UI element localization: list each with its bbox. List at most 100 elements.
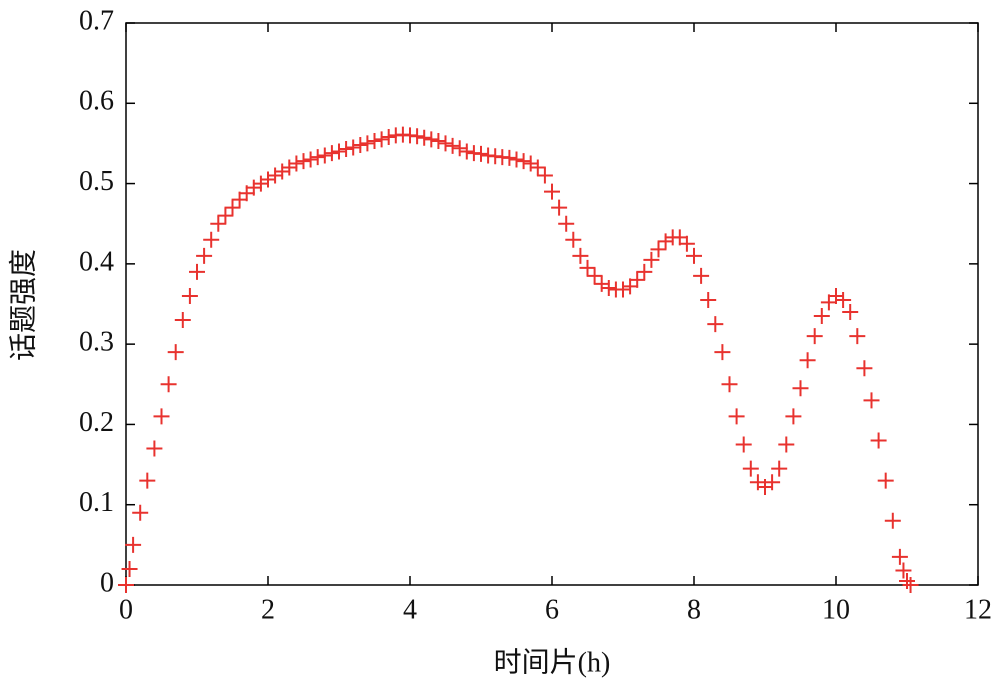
marker: [522, 155, 539, 172]
marker: [174, 312, 191, 329]
marker: [714, 344, 731, 361]
y-tick-label: 0.6: [79, 86, 114, 117]
marker: [437, 135, 454, 152]
marker: [380, 129, 397, 146]
y-tick-label: 0.5: [79, 166, 114, 197]
marker: [529, 159, 546, 176]
marker: [473, 145, 489, 162]
y-tick-label: 0.7: [79, 5, 114, 36]
x-tick-label: 6: [545, 594, 559, 625]
marker: [121, 560, 138, 577]
marker: [820, 294, 837, 311]
marker: [309, 149, 326, 166]
marker: [636, 263, 653, 280]
y-tick-label: 0.1: [79, 487, 114, 518]
marker: [316, 147, 333, 164]
plot-frame: [125, 22, 979, 586]
marker: [409, 128, 426, 145]
marker: [423, 131, 440, 148]
marker: [245, 179, 262, 196]
marker: [430, 133, 447, 150]
marker: [742, 460, 759, 477]
marker: [288, 155, 305, 172]
marker: [707, 316, 724, 333]
marker: [884, 512, 901, 529]
marker: [345, 139, 362, 156]
marker: [515, 153, 532, 170]
marker: [600, 279, 617, 296]
y-axis-label: 话题强度: [7, 249, 39, 361]
marker: [849, 328, 866, 345]
marker: [813, 308, 830, 325]
y-tick-label: 0.3: [79, 327, 114, 358]
marker: [792, 380, 809, 397]
marker: [416, 129, 433, 146]
y-tick-label: 0: [100, 567, 114, 598]
marker: [373, 131, 390, 148]
marker: [181, 287, 198, 304]
marker: [210, 215, 227, 232]
marker: [657, 233, 674, 250]
marker: [615, 281, 631, 298]
marker: [224, 199, 241, 216]
marker: [281, 159, 298, 176]
marker: [902, 577, 919, 593]
marker: [572, 247, 589, 264]
marker: [323, 145, 340, 162]
marker: [366, 133, 383, 150]
marker: [735, 436, 752, 453]
marker: [544, 183, 560, 200]
marker: [536, 167, 553, 184]
y-tick-label: 0.4: [79, 246, 114, 277]
marker: [771, 460, 788, 477]
marker: [863, 392, 880, 409]
marker: [899, 572, 915, 589]
marker: [650, 241, 667, 258]
marker: [799, 352, 816, 369]
marker: [778, 436, 795, 453]
marker: [331, 143, 347, 160]
marker: [593, 275, 610, 292]
marker: [828, 287, 844, 304]
marker: [501, 149, 518, 166]
marker: [558, 215, 575, 232]
marker: [671, 229, 688, 246]
marker: [764, 474, 781, 491]
marker: [267, 167, 284, 184]
marker: [856, 360, 873, 377]
x-tick-label: 10: [822, 594, 850, 625]
marker: [125, 536, 142, 553]
marker: [359, 135, 376, 152]
x-tick-label: 12: [964, 594, 992, 625]
marker: [721, 376, 738, 393]
x-tick-label: 2: [261, 594, 275, 625]
x-tick-label: 4: [403, 594, 417, 625]
marker: [806, 328, 823, 345]
marker: [338, 141, 355, 158]
marker: [231, 191, 248, 208]
marker: [586, 267, 603, 284]
marker: [118, 577, 134, 593]
marker: [895, 562, 912, 579]
marker: [891, 548, 908, 565]
marker: [217, 207, 234, 224]
x-tick-label: 0: [119, 594, 133, 625]
marker: [842, 304, 859, 321]
marker: [167, 344, 184, 361]
y-tick-label: 0.2: [79, 407, 114, 438]
marker: [139, 472, 156, 489]
marker: [565, 231, 582, 248]
marker: [352, 137, 369, 154]
x-tick-label: 8: [687, 594, 701, 625]
marker: [508, 151, 525, 168]
marker: [189, 263, 205, 280]
marker: [252, 175, 269, 192]
marker: [700, 291, 717, 308]
marker: [579, 259, 596, 276]
marker: [444, 137, 461, 154]
marker: [203, 231, 220, 248]
marker: [686, 247, 702, 264]
marker: [295, 153, 312, 170]
marker: [196, 247, 213, 264]
